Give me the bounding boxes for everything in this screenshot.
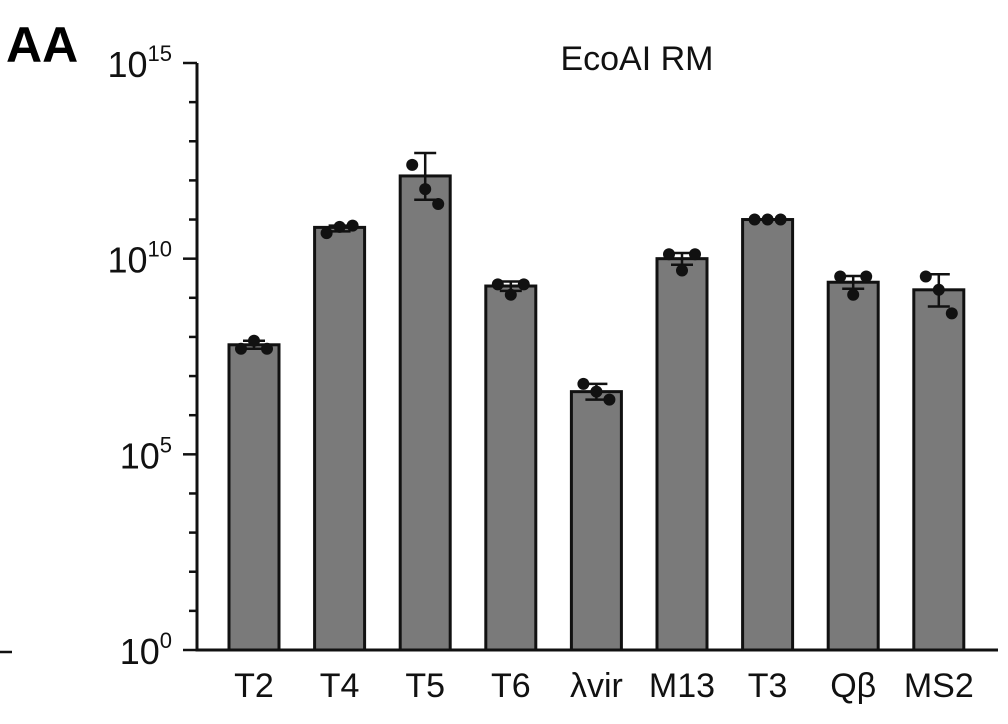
data-point — [577, 377, 590, 390]
data-point — [419, 183, 432, 196]
x-tick-labels: T2 T4 T5 T6 λvir M13 T3 Qβ MS2 — [234, 667, 974, 705]
data-point — [847, 288, 860, 301]
x-tick-label: T5 — [405, 667, 445, 705]
bar-M13 — [655, 257, 709, 652]
data-point — [320, 227, 333, 240]
bars — [227, 174, 966, 652]
bar-T2 — [227, 343, 281, 652]
bar-MS2 — [912, 288, 966, 652]
data-point — [248, 334, 260, 347]
data-point — [346, 219, 359, 232]
y-tick-label: 100 — [120, 628, 172, 672]
data-point — [603, 393, 616, 406]
data-point — [333, 220, 346, 233]
data-points — [235, 158, 958, 406]
x-tick-label: T4 — [320, 667, 360, 705]
x-tick-label: T2 — [234, 667, 274, 705]
y-tick-labels: 100 105 1010 1015 — [107, 41, 172, 672]
data-point — [676, 264, 688, 277]
x-tick-label: M13 — [649, 667, 715, 705]
bar-λvir — [569, 390, 623, 652]
x-tick-label: λvir — [570, 667, 623, 705]
data-point — [517, 278, 530, 291]
data-point — [590, 385, 603, 398]
bar-Qβ — [826, 280, 880, 652]
bar-T5 — [398, 174, 452, 652]
bar-T4 — [313, 225, 367, 652]
data-point — [919, 270, 932, 283]
data-point — [748, 213, 761, 226]
panel-label: AA — [6, 17, 78, 73]
bar-T6 — [484, 284, 538, 652]
data-point — [932, 283, 945, 296]
x-tick-label: T3 — [748, 667, 788, 705]
y-tick-label: 1010 — [107, 237, 172, 281]
data-point — [945, 307, 958, 320]
x-tick-label: T6 — [491, 667, 531, 705]
data-point — [261, 342, 273, 355]
y-tick-label: 105 — [120, 432, 172, 476]
data-point — [689, 248, 701, 261]
data-point — [834, 270, 847, 283]
chart-title: EcoAI RM — [560, 40, 713, 78]
data-point — [774, 213, 787, 226]
bar-T3 — [741, 218, 795, 652]
data-point — [406, 158, 419, 171]
data-point — [761, 213, 774, 226]
data-point — [432, 197, 445, 210]
data-point — [235, 342, 247, 355]
data-point — [491, 278, 504, 291]
data-point — [860, 270, 873, 283]
x-tick-label: Qβ — [830, 667, 876, 705]
y-tick-label: 1015 — [107, 41, 172, 85]
data-point — [504, 288, 517, 301]
x-tick-label: MS2 — [904, 667, 974, 705]
data-point — [663, 248, 675, 261]
